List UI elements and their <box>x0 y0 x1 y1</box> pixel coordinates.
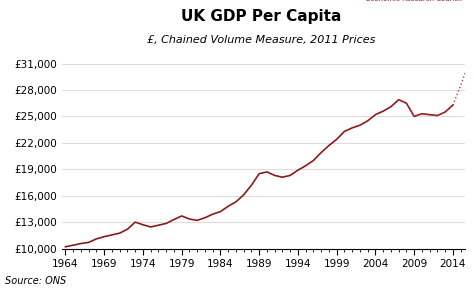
Text: Source: ONS: Source: ONS <box>5 276 66 286</box>
Text: £, Chained Volume Measure, 2011 Prices: £, Chained Volume Measure, 2011 Prices <box>146 35 375 45</box>
Legend: Economic Research Council: Economic Research Council <box>352 0 465 5</box>
Text: UK GDP Per Capita: UK GDP Per Capita <box>181 9 341 24</box>
